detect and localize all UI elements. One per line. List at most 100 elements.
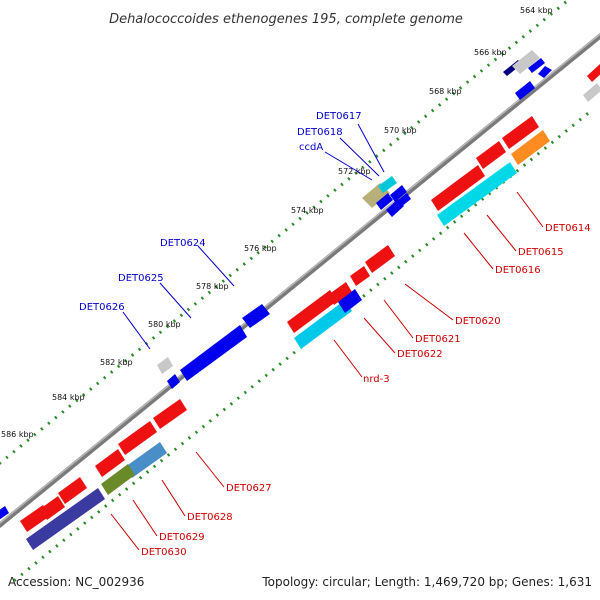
ruler-dot — [585, 112, 589, 116]
gene-reverse[interactable] — [118, 421, 157, 455]
gene-reverse[interactable] — [365, 245, 395, 273]
ruler-dot — [257, 379, 261, 383]
reverse-genes — [0, 116, 550, 550]
outer-ruler — [0, 0, 567, 465]
gene-reverse[interactable] — [511, 130, 550, 165]
gene-label-DET0622[interactable]: DET0622 — [397, 349, 443, 360]
gene-label-DET0621[interactable]: DET0621 — [415, 334, 461, 345]
gene-reverse[interactable] — [502, 116, 539, 149]
gene-reverse[interactable] — [437, 162, 517, 226]
gene-reverse[interactable] — [476, 141, 506, 169]
tick-label-582: 582 kbp — [100, 358, 133, 367]
ruler-dot — [340, 182, 344, 187]
ruler-dot — [123, 358, 128, 363]
gene-label-DET0625[interactable]: DET0625 — [118, 273, 164, 284]
ruler-dot — [207, 290, 212, 295]
ruler-dot — [69, 532, 73, 537]
gene-label-DET0630[interactable]: DET0630 — [141, 547, 187, 558]
ruler-dot — [214, 284, 219, 289]
gene-reverse[interactable] — [338, 289, 362, 313]
ruler-dot — [305, 211, 309, 215]
ruler-dot — [201, 424, 206, 429]
gene-label-nrd-3[interactable]: nrd-3 — [363, 374, 390, 385]
ruler-dot — [438, 231, 443, 236]
ruler-dot — [514, 40, 519, 45]
gene-label-ccdA[interactable]: ccdA — [299, 142, 323, 153]
gene-reverse[interactable] — [287, 290, 337, 333]
gene-forward[interactable] — [538, 66, 552, 78]
gene-forward[interactable] — [397, 193, 411, 207]
ruler-dot — [250, 384, 254, 389]
backbone-highlight — [0, 33, 600, 524]
gene-forward[interactable] — [583, 83, 600, 102]
ruler-dot — [418, 248, 422, 253]
gene-label-DET0629[interactable]: DET0629 — [159, 532, 205, 543]
gene-forward[interactable] — [157, 357, 173, 374]
gene-label-DET0628[interactable]: DET0628 — [187, 512, 233, 523]
gene-forward[interactable] — [587, 64, 600, 82]
gene-reverse[interactable] — [431, 165, 485, 211]
ruler-dot — [138, 475, 143, 480]
ruler-dot — [277, 233, 281, 238]
tick-label-584: 584 kbp — [52, 393, 85, 402]
ruler-dot — [333, 188, 337, 192]
ruler-dot — [563, 0, 567, 5]
gene-label-DET0626[interactable]: DET0626 — [79, 302, 125, 313]
gene-forward[interactable] — [180, 325, 247, 381]
gene-reverse[interactable] — [101, 464, 135, 495]
ruler-dot — [465, 80, 470, 84]
ruler-dot — [347, 176, 351, 181]
gene-reverse[interactable] — [0, 506, 9, 520]
ruler-dot — [243, 390, 247, 395]
ruler-dot — [375, 154, 379, 158]
gene-reverse[interactable] — [153, 399, 187, 429]
ruler-dot — [137, 347, 142, 352]
gene-forward[interactable] — [378, 176, 397, 193]
tick-labels: 564 kbp 566 kbp 568 kbp 570 kbp 572 kbp 574 k… — [1, 6, 553, 439]
ruler-dot — [95, 381, 100, 386]
ruler-dot — [158, 330, 163, 335]
gene-reverse[interactable] — [95, 449, 125, 477]
reverse-leaders — [110, 191, 544, 551]
ruler-dot — [368, 159, 372, 164]
ruler-dot — [116, 364, 121, 369]
gene-reverse[interactable] — [26, 488, 105, 550]
ruler-dot — [479, 69, 484, 73]
gene-reverse[interactable] — [328, 282, 352, 305]
ruler-dot — [278, 362, 282, 366]
gene-label-DET0620[interactable]: DET0620 — [455, 316, 501, 327]
gene-forward[interactable] — [376, 193, 393, 210]
ruler-dot — [493, 57, 498, 62]
ruler-dot — [535, 23, 540, 28]
gene-forward[interactable] — [390, 185, 407, 202]
gene-forward[interactable] — [528, 58, 545, 73]
gene-forward[interactable] — [242, 304, 270, 328]
gene-label-DET0618[interactable]: DET0618 — [297, 127, 343, 138]
ruler-dot — [423, 114, 428, 119]
gene-reverse[interactable] — [40, 496, 65, 520]
gene-label-DET0627[interactable]: DET0627 — [226, 483, 272, 494]
gene-label-DET0614[interactable]: DET0614 — [545, 223, 591, 234]
ruler-dot — [27, 566, 31, 571]
gene-label-DET0616[interactable]: DET0616 — [495, 265, 541, 276]
ruler-dot — [19, 444, 23, 448]
forward-genes — [157, 50, 600, 389]
forward-leaders — [122, 123, 385, 350]
gene-label-DET0624[interactable]: DET0624 — [160, 238, 206, 249]
ruler-dot — [411, 254, 415, 258]
gene-label-DET0617[interactable]: DET0617 — [316, 111, 362, 122]
gene-forward[interactable] — [167, 374, 180, 389]
genome-summary-text: Topology: circular; Length: 1,469,720 bp… — [261, 575, 592, 589]
gene-reverse[interactable] — [125, 442, 167, 478]
gene-reverse[interactable] — [350, 266, 370, 286]
gene-reverse[interactable] — [58, 477, 87, 504]
ruler-dot — [97, 509, 101, 514]
tick-label-580: 580 kbp — [148, 320, 181, 329]
ruler-dot — [369, 288, 373, 292]
gene-label-DET0615[interactable]: DET0615 — [518, 247, 564, 258]
gene-forward[interactable] — [515, 81, 535, 100]
gene-forward[interactable] — [512, 50, 540, 74]
ruler-dot — [466, 208, 471, 213]
gene-reverse[interactable] — [294, 300, 352, 349]
ruler-dot — [410, 125, 414, 130]
